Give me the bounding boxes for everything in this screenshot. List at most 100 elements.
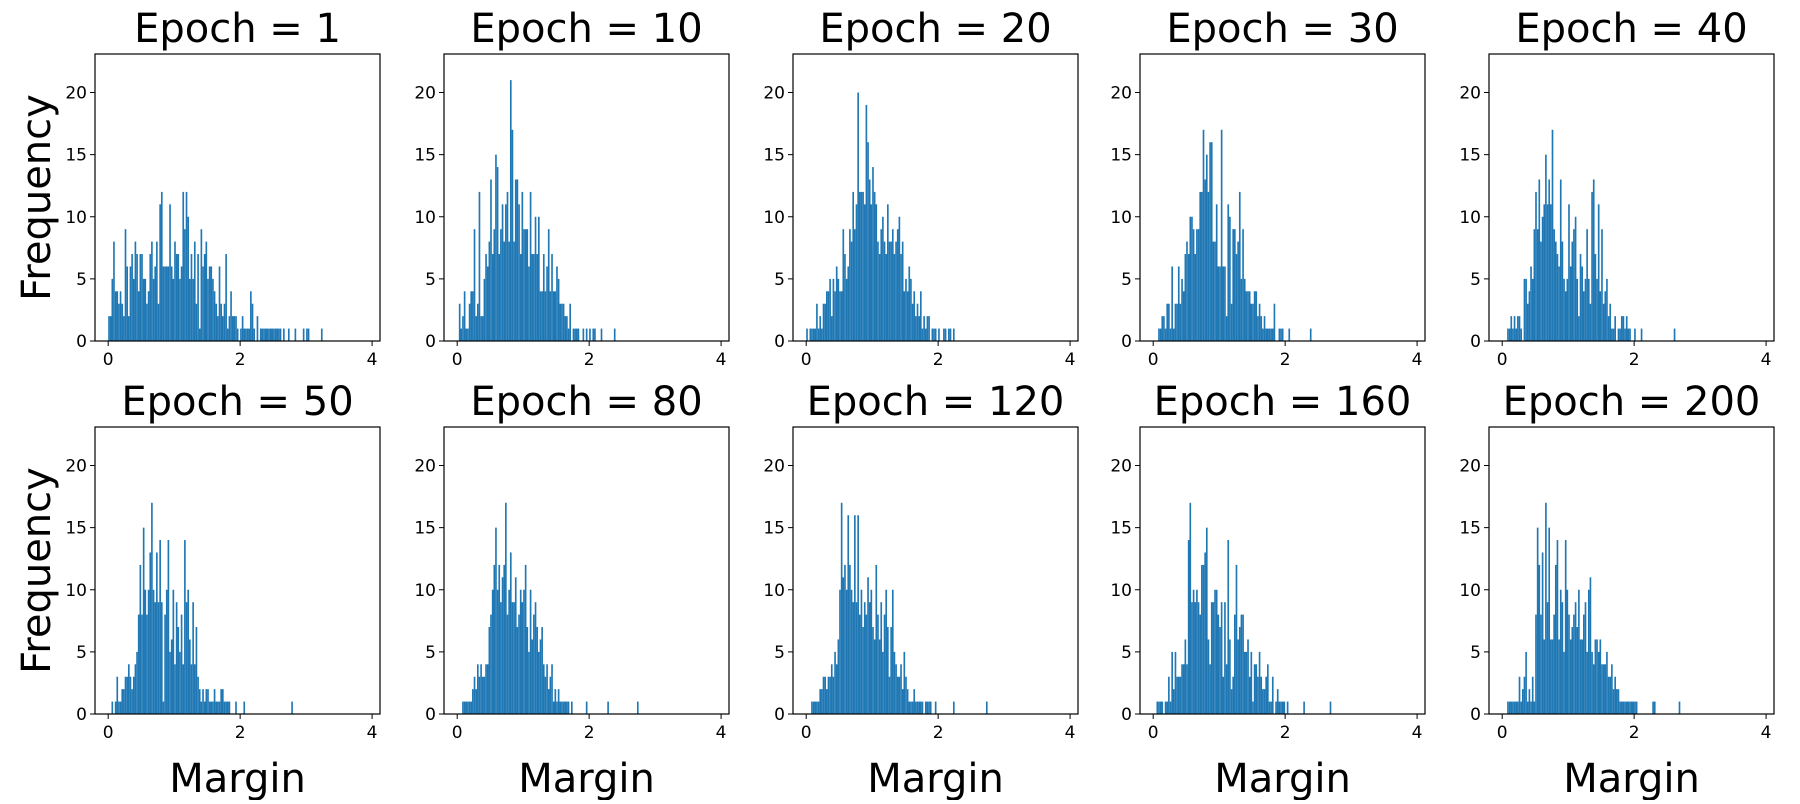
histogram-bar <box>824 303 826 341</box>
y-tick-label: 10 <box>1110 581 1132 601</box>
histogram-bar <box>225 701 227 714</box>
histogram-bar <box>814 328 817 341</box>
histogram-bar <box>228 316 231 341</box>
histogram-panel: 0 2 4 0 5 10 15 20 Epoch = 10 <box>414 6 730 370</box>
histogram-panel: 0 2 4 0 5 10 15 20 Epoch = 20 <box>763 6 1079 370</box>
histogram-bar <box>1630 701 1633 714</box>
histogram-bar <box>542 254 545 341</box>
histogram-bar <box>210 701 213 714</box>
histogram-bar <box>251 303 254 341</box>
histogram-bar <box>462 316 464 341</box>
y-tick-label: 0 <box>774 705 785 725</box>
histogram-bar <box>1540 614 1542 714</box>
histogram-bar <box>842 229 845 341</box>
y-tick-label: 20 <box>1459 457 1481 477</box>
histogram-bar <box>519 254 522 341</box>
histogram-bar <box>857 92 859 341</box>
histogram-bar <box>1545 154 1547 341</box>
histogram-bar <box>1528 689 1531 714</box>
histogram-bar <box>556 266 558 341</box>
histogram-bar <box>1530 701 1532 714</box>
histogram-bar <box>873 639 876 714</box>
histogram-bar <box>157 303 160 341</box>
histogram-bar <box>824 676 826 714</box>
histogram-bar <box>921 328 924 341</box>
histogram-bar <box>877 241 879 341</box>
histogram-bar <box>1607 676 1610 714</box>
histogram-bar <box>572 328 575 341</box>
y-tick-label: 0 <box>774 332 785 352</box>
histogram-bar <box>1248 291 1251 341</box>
histogram-bar <box>812 701 815 714</box>
histogram-bar <box>539 639 542 714</box>
histogram-bar <box>1604 664 1607 714</box>
histogram-bar <box>472 291 474 341</box>
histogram-bar <box>1266 664 1269 714</box>
y-tick-label: 5 <box>1121 643 1132 663</box>
histogram-bar <box>819 689 822 714</box>
histogram-bar <box>1210 142 1213 341</box>
histogram-bar <box>873 191 876 341</box>
histogram-bar <box>1271 328 1274 341</box>
histogram-bar <box>882 651 884 714</box>
panel-title: Epoch = 40 <box>1515 6 1747 52</box>
histogram-bar <box>1235 564 1238 714</box>
x-tick-label: 4 <box>716 350 727 370</box>
histogram-bar <box>1235 254 1238 341</box>
x-tick-label: 2 <box>1280 350 1291 370</box>
histogram-bar <box>1209 142 1211 341</box>
histogram-bar <box>1602 664 1605 714</box>
histogram-bar <box>819 316 822 341</box>
histogram-bar <box>320 328 323 341</box>
histogram-bar <box>1260 316 1263 341</box>
histogram-bar <box>1242 614 1244 714</box>
histogram-bar <box>144 589 147 714</box>
histogram-bar <box>1617 689 1620 714</box>
histogram-bar <box>486 664 489 714</box>
histogram-bar <box>885 589 888 714</box>
histogram-bar <box>1652 701 1654 714</box>
histogram-bar <box>1578 316 1580 341</box>
histogram-bar <box>1258 651 1261 714</box>
histogram-bar <box>1545 502 1547 714</box>
histogram-bar <box>850 241 853 341</box>
x-axis-label: Margin <box>169 756 306 800</box>
histogram-bar <box>529 191 532 341</box>
histogram-bar <box>1250 303 1253 341</box>
histogram-bar <box>862 191 864 341</box>
histogram-bar <box>1243 651 1246 714</box>
histogram-bar <box>190 254 193 341</box>
histogram-bar <box>1273 303 1276 341</box>
histogram-bar <box>567 701 570 714</box>
histogram-bar <box>911 303 914 341</box>
histogram-bar <box>294 328 297 341</box>
histogram-bar <box>1271 676 1274 714</box>
histogram-bar <box>113 241 115 341</box>
panel-title: Epoch = 10 <box>470 6 702 52</box>
histogram-bar <box>919 291 922 341</box>
histogram-bar <box>263 328 265 341</box>
histogram-bar <box>1212 241 1215 341</box>
histogram-bar <box>1607 316 1610 341</box>
histogram-bar <box>177 627 180 714</box>
histogram-bar <box>1548 527 1551 714</box>
histogram-bar <box>193 664 196 714</box>
histogram-bar <box>1634 328 1636 341</box>
histogram-bar <box>121 303 124 341</box>
histogram-bar <box>156 552 158 714</box>
histogram-bar <box>473 229 476 341</box>
histogram-bar <box>554 689 557 714</box>
histogram-bar <box>854 515 856 714</box>
histogram-bar <box>213 291 216 341</box>
histogram-bar <box>896 676 899 714</box>
histogram-bar <box>1182 664 1185 714</box>
x-tick-label: 2 <box>1629 723 1640 743</box>
histogram-bar <box>1521 689 1524 714</box>
histogram-bar <box>174 664 176 714</box>
histogram-bar <box>944 328 947 341</box>
histogram-bar <box>1587 589 1590 714</box>
histogram-bar <box>924 701 927 714</box>
y-tick-label: 5 <box>1470 270 1481 290</box>
axes-frame <box>792 53 1079 342</box>
histogram-bar <box>486 266 489 341</box>
